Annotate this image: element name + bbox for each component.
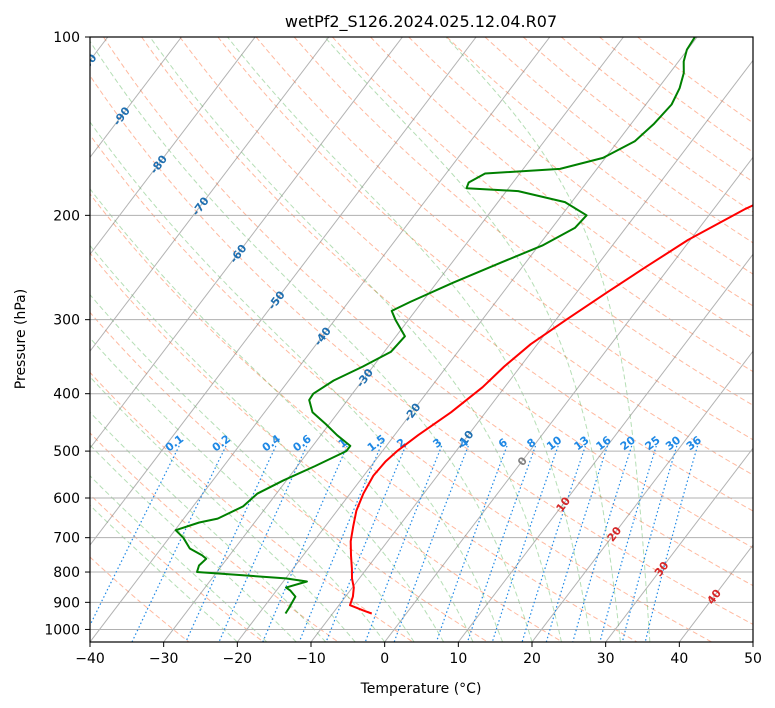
dry-adiabat-line (90, 74, 753, 625)
x-tick-label: 40 (670, 651, 688, 667)
mixing-ratio-line (185, 445, 277, 642)
x-tick-label: 50 (744, 651, 762, 667)
moist-adiabat-line (90, 411, 327, 642)
dry-adiabat-line (255, 37, 753, 441)
dry-adiabat-line (560, 37, 753, 183)
y-tick-label: 600 (53, 491, 80, 507)
isotherm-line (90, 37, 256, 256)
x-tick-label: −30 (149, 651, 179, 667)
mixing-ratio-line (393, 445, 469, 642)
y-tick-label: 500 (53, 444, 80, 460)
isotherms (90, 37, 753, 642)
plot-area: -100-90-80-70-60-50-40-30-20-10010203040… (90, 37, 753, 642)
isotherm-line (90, 37, 477, 546)
dry-adiabat-line (370, 37, 753, 340)
isotherm-line (605, 447, 753, 642)
moist-adiabat-line (324, 37, 621, 642)
moist-adiabat-line (445, 37, 651, 642)
mixing-ratio-lines (90, 445, 699, 642)
moist-adiabat-line (90, 244, 445, 642)
y-tick-label: 300 (53, 313, 80, 329)
isotherm-line (90, 37, 551, 642)
isotherm-line (531, 350, 753, 642)
x-axis: −40 −30 −20 −10 0 10 20 30 40 50 (75, 642, 762, 667)
dry-adiabat-line (90, 493, 264, 642)
mixing-ratio-line (435, 445, 508, 642)
dewpoint-profile-line (174, 37, 696, 615)
y-tick-label: 700 (53, 531, 80, 547)
isotherm-line (384, 156, 753, 642)
y-tick-label: 400 (53, 387, 80, 403)
isotherm-line (236, 37, 698, 642)
isotherm-line (90, 37, 182, 159)
x-axis-title: Temperature (°C) (360, 681, 482, 697)
moist-adiabat-line (90, 475, 268, 642)
isotherm-line (163, 37, 624, 642)
chart-title: wetPf2_S126.2024.025.12.04.R07 (285, 12, 557, 32)
x-tick-label: 20 (523, 651, 541, 667)
isotherm-line (310, 59, 753, 642)
moist-adiabat-line (90, 40, 533, 642)
y-tick-label: 100 (53, 30, 80, 46)
y-tick-label: 900 (53, 595, 80, 611)
mixing-ratio-line (491, 445, 559, 642)
dry-adiabat-line (484, 37, 753, 244)
moist-adiabat-line (90, 444, 297, 642)
moist-adiabat-line (90, 293, 415, 642)
x-tick-label: 10 (449, 651, 467, 667)
isobars (90, 37, 753, 630)
mixing-ratio-line (325, 445, 407, 642)
isotherm-line (457, 253, 753, 642)
y-axis-title: Pressure (hPa) (13, 289, 29, 389)
dry-adiabat-line (90, 193, 638, 642)
data-series (174, 37, 753, 615)
moist-adiabat-line (90, 376, 356, 642)
x-tick-label: 30 (597, 651, 615, 667)
x-tick-label: −20 (223, 651, 253, 667)
isotherm-line (90, 37, 403, 449)
moist-adiabat-line (227, 37, 592, 642)
mixing-ratio-line (466, 445, 537, 642)
y-tick-label: 800 (53, 565, 80, 581)
plot-frame (89, 36, 754, 643)
dry-adiabats (90, 37, 753, 642)
moist-adiabat-line (149, 37, 562, 642)
moist-adiabats (90, 37, 651, 642)
y-axis: 100 200 300 400 500 600 700 800 900 1000 (44, 30, 90, 638)
mixing-ratio-line (644, 445, 699, 642)
moist-adiabat-line (90, 121, 503, 642)
mixing-ratio-line (298, 445, 382, 642)
mixing-ratio-line (131, 445, 227, 642)
x-tick-label: −10 (296, 651, 326, 667)
temperature-profile-line (349, 204, 753, 615)
dry-adiabat-line (90, 371, 414, 642)
dry-adiabat-line (446, 37, 753, 275)
dry-adiabat-line (90, 311, 488, 642)
isotherm-line (90, 37, 330, 353)
x-tick-label: −40 (75, 651, 105, 667)
y-tick-label: 200 (53, 208, 80, 224)
dry-adiabat-line (293, 37, 753, 406)
x-tick-label: 0 (380, 651, 389, 667)
dry-adiabat-line (103, 37, 753, 587)
dry-adiabat-line (90, 134, 712, 642)
y-tick-label: 1000 (44, 622, 80, 638)
mixing-ratio-line (90, 445, 180, 627)
dry-adiabat-line (179, 37, 753, 512)
moist-adiabat-line (90, 188, 474, 642)
dry-adiabat-line (90, 432, 339, 642)
